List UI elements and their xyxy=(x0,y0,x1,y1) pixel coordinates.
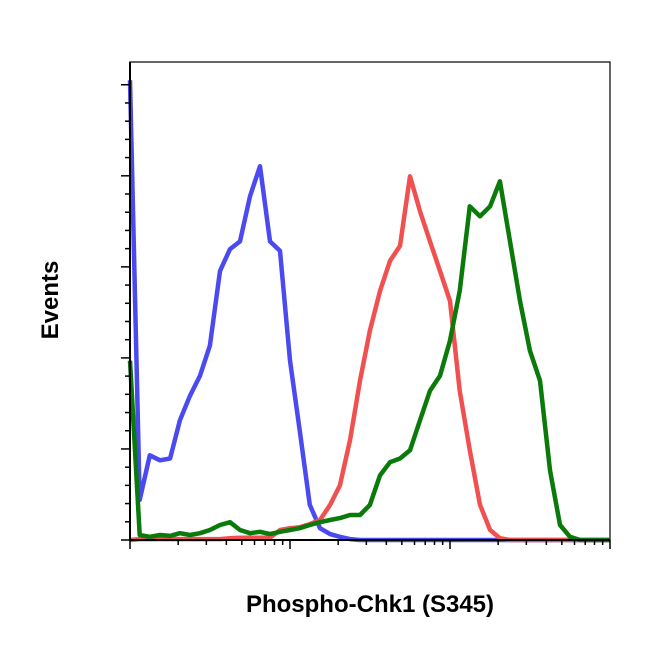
histogram-line xyxy=(127,179,610,543)
plot-area xyxy=(121,61,611,549)
x-axis-label: Phospho-Chk1 (S345) xyxy=(246,591,494,618)
y-axis-label: Events xyxy=(37,261,64,340)
